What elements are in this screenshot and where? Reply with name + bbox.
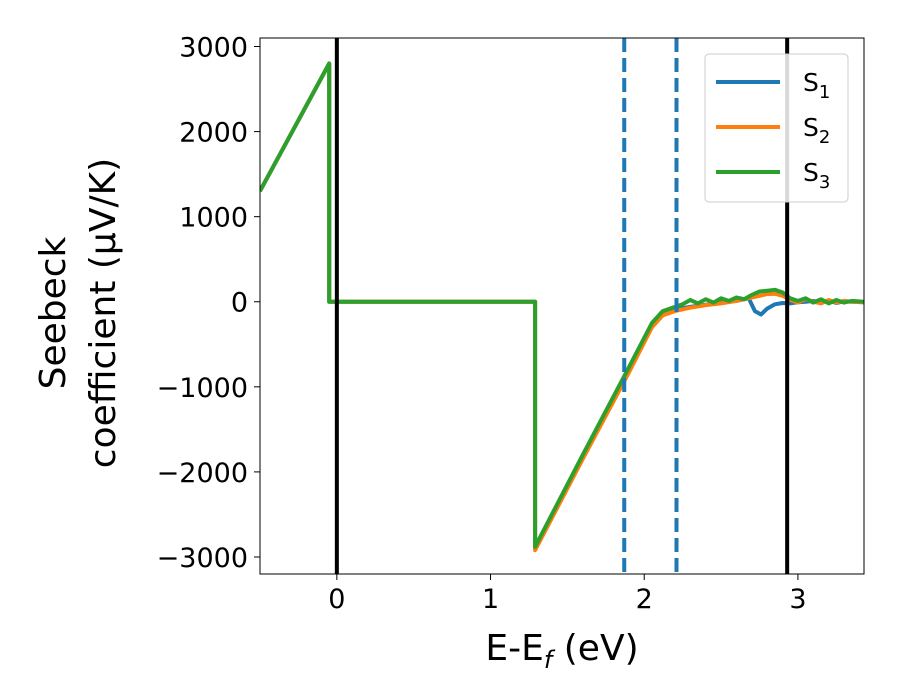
y-axis-label: Seebeck coefficient (μV/K) xyxy=(33,158,124,468)
y-tick-label: 0 xyxy=(231,288,248,319)
y-tick-label: 3000 xyxy=(179,33,248,64)
legend-label-1: S1 xyxy=(803,68,830,103)
x-axis-label: E-Ef (eV) xyxy=(485,628,638,674)
y-axis: 3000 2000 1000 0 −1000 −2000 −3000 xyxy=(157,33,260,574)
y-axis-label-line1: Seebeck xyxy=(33,236,74,389)
x-tick-label: 3 xyxy=(789,584,806,615)
x-tick-label: 0 xyxy=(328,584,345,615)
legend: S1 S2 S3 xyxy=(704,53,849,203)
legend-label-3: S3 xyxy=(803,158,830,193)
x-axis-label-main: E-E xyxy=(485,628,543,669)
x-tick-label: 1 xyxy=(482,584,499,615)
x-axis-label-tail: (eV) xyxy=(552,628,638,669)
y-axis-label-line2: coefficient (μV/K) xyxy=(83,158,124,468)
y-tick-label: −1000 xyxy=(157,373,248,404)
legend-label-2: S2 xyxy=(803,113,830,148)
y-tick-label: −3000 xyxy=(157,543,248,574)
series-line-3 xyxy=(260,61,864,549)
y-tick-label: 1000 xyxy=(179,203,248,234)
plot-frame xyxy=(259,37,865,575)
x-axis: 0 1 2 3 xyxy=(328,574,807,615)
x-tick-label: 2 xyxy=(636,584,653,615)
y-tick-label: 2000 xyxy=(179,118,248,149)
y-tick-label: −2000 xyxy=(157,458,248,489)
series-layer xyxy=(260,61,864,553)
